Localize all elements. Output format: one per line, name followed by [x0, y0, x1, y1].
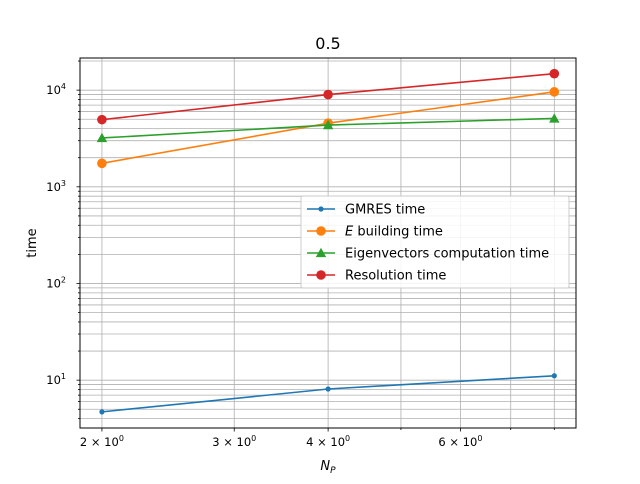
data-point	[549, 68, 560, 79]
axis-ticks: 2 × 100 3 × 100 4 × 100 6 × 100 101 102 103 104	[46, 60, 555, 449]
x-tick-label: 2 × 100	[80, 434, 124, 449]
y-tick-label: 102	[46, 275, 66, 290]
legend-marker	[316, 270, 326, 280]
data-point	[322, 119, 334, 130]
legend-box	[300, 195, 570, 289]
y-tick-label: 103	[46, 179, 66, 194]
data-point	[96, 132, 108, 143]
series-3	[97, 68, 560, 125]
y-axis-label: time	[25, 228, 40, 257]
y-tick-label: 104	[46, 82, 66, 97]
legend-marker	[316, 226, 326, 236]
legend-label: Resolution time	[345, 269, 446, 284]
series-0	[99, 373, 557, 415]
legend-label: GMRES time	[345, 203, 425, 218]
legend: GMRES time E building time Eigenvectors co…	[300, 195, 570, 289]
x-tick-label: 3 × 100	[212, 434, 256, 449]
data-point	[325, 386, 331, 392]
legend-label: Eigenvectors computation time	[345, 247, 549, 262]
data-point	[549, 87, 560, 97]
data-point	[97, 158, 107, 169]
chart-title: 0.5	[315, 34, 340, 53]
series-2	[96, 113, 560, 143]
data-point	[549, 113, 560, 123]
legend-marker	[315, 247, 327, 258]
series-lines	[96, 68, 560, 415]
x-tick-label: 4 × 100	[306, 434, 350, 449]
x-axis-label: NP	[320, 459, 336, 476]
data-point	[99, 409, 105, 415]
legend-label: E building time	[345, 225, 443, 240]
x-tick-label: 6 × 100	[438, 434, 482, 449]
data-point	[551, 373, 557, 379]
y-tick-label: 101	[46, 372, 66, 387]
svg-text:NP: NP	[320, 459, 336, 476]
data-point	[323, 89, 333, 100]
legend-marker	[318, 206, 324, 212]
data-point	[97, 114, 107, 125]
